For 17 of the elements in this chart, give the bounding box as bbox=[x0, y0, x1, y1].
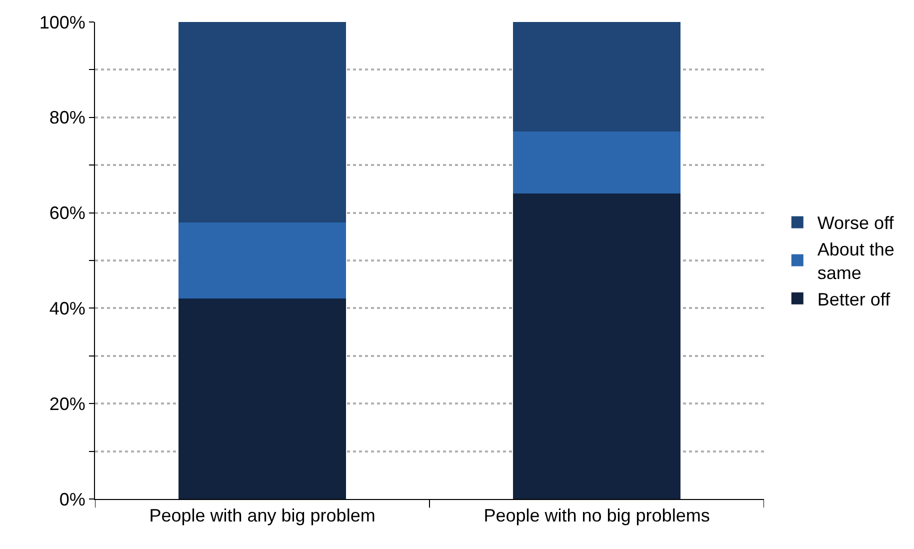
bar bbox=[178, 298, 346, 499]
legend-label: About the same bbox=[817, 240, 894, 284]
bar bbox=[178, 22, 346, 222]
x-tick-label: People with no big problems bbox=[484, 506, 710, 526]
bar bbox=[513, 132, 680, 194]
legend-label: Worse off bbox=[817, 213, 895, 234]
y-tick-label: 100% bbox=[39, 12, 86, 32]
y-tick-label: 0% bbox=[59, 489, 86, 510]
x-tick-label: People with any big problem bbox=[149, 506, 376, 526]
y-tick-label: 60% bbox=[49, 203, 86, 224]
legend-label: Better off bbox=[817, 289, 892, 310]
bar bbox=[513, 194, 680, 499]
y-tick-label: 40% bbox=[49, 298, 86, 318]
y-tick-label: 20% bbox=[49, 394, 86, 414]
bar bbox=[178, 222, 346, 299]
y-tick-label: 80% bbox=[49, 108, 86, 128]
bar bbox=[513, 22, 680, 132]
